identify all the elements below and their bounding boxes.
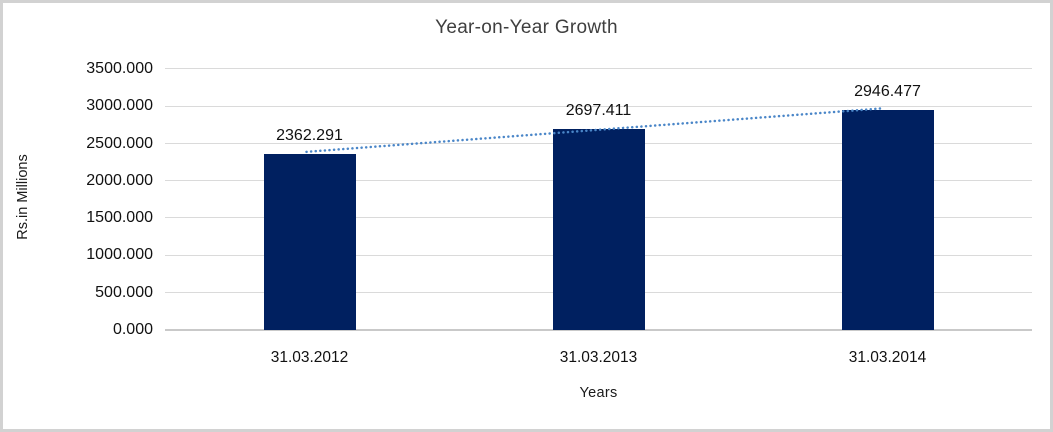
trendline xyxy=(305,107,885,154)
y-tick-label: 0.000 xyxy=(112,321,153,338)
bar xyxy=(263,153,356,330)
y-tick-label: 3000.000 xyxy=(86,97,153,115)
gridline xyxy=(165,105,1032,107)
y-tick-label: 3500.000 xyxy=(86,60,153,77)
y-tick-label: 1000.000 xyxy=(86,246,153,264)
bar-value-label: 2697.411 xyxy=(565,101,632,119)
y-tick-label: 500.000 xyxy=(95,283,153,301)
x-category-label: 31.03.2013 xyxy=(559,349,638,366)
x-category-label: 31.03.2014 xyxy=(848,349,927,366)
y-tick-label: 1500.000 xyxy=(86,209,153,227)
x-axis-title: Years xyxy=(579,385,618,401)
bar xyxy=(552,128,645,330)
gridline xyxy=(165,68,1032,70)
x-category-label: 31.03.2012 xyxy=(270,349,349,366)
plot-area: 2362.291 2697.411 2946.477 xyxy=(165,68,1032,332)
y-tick-label: 2000.000 xyxy=(86,171,153,189)
bar-value-label: 2946.477 xyxy=(854,83,921,101)
chart-title: Year-on-Year Growth xyxy=(435,17,618,38)
bar-value-label: 2362.291 xyxy=(276,126,343,144)
y-tick-label: 2500.000 xyxy=(86,134,153,152)
gridline xyxy=(165,329,1032,332)
bar xyxy=(841,110,934,330)
y-axis-title-text: Rs.in Millions xyxy=(15,154,31,240)
